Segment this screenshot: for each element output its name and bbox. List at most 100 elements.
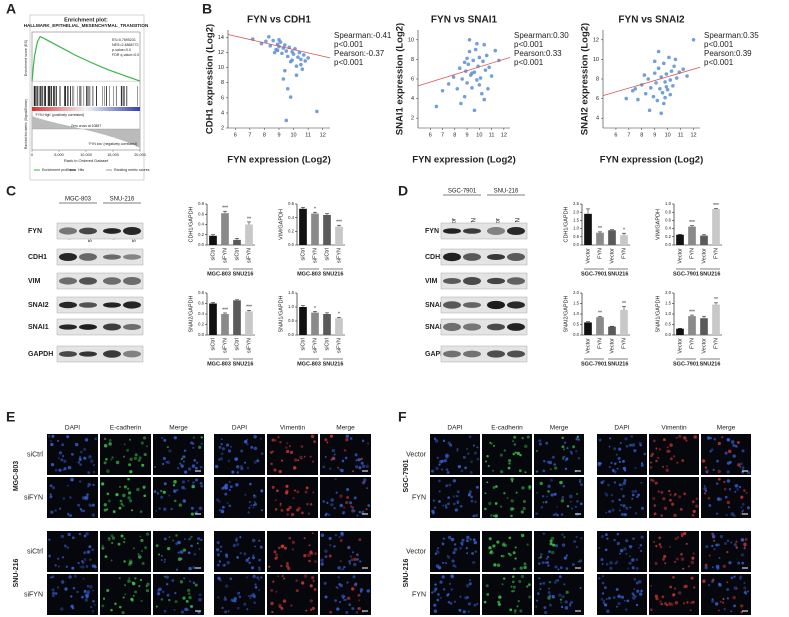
cell-dot [560,513,564,516]
cell-dot [686,601,689,604]
cell-dot [195,478,199,482]
cell-dot [440,468,444,471]
cell-dot [736,441,740,444]
cell-dot [576,435,579,438]
group-label: SNU216 [608,271,629,277]
cell-dot [50,442,54,447]
cell-dot [64,545,67,548]
cell-dot [84,497,89,501]
cell-dot [168,598,171,602]
cell-dot [64,587,68,591]
cell-dot [162,456,166,461]
cell-dot [447,441,451,445]
y-axis-label: VIM/GAPDH [655,209,661,240]
point [283,43,287,47]
cell-dot [90,459,94,463]
cell-dot [462,610,466,614]
cell-dot [175,534,178,537]
cell-dot [466,535,470,540]
cell-dot [330,503,334,507]
cell-dot [216,553,220,557]
band [59,351,77,357]
cell-dot [111,541,114,545]
cell-dot [320,562,324,566]
cell-dot [557,568,560,571]
cell-dot [728,561,732,565]
cell-dot [447,600,451,604]
cell-dot [539,556,542,559]
cell-dot [502,577,506,580]
cell-dot [192,446,195,449]
blot-strip [56,222,144,240]
cell-dot [512,440,515,443]
group-label: SGC-7901 [581,361,607,367]
cell-dot [508,462,511,465]
cell-dot [511,575,515,578]
cell-dot [81,560,84,563]
cell-dot [303,574,308,578]
cell-dot [464,466,468,470]
cell-dot [501,543,505,547]
bar [311,213,319,245]
cell-dot [438,566,442,570]
cell-dot [733,575,736,579]
cell-dot [192,566,196,570]
cell-dot [85,532,89,536]
cell-dot [334,599,337,602]
cell-dot [633,588,636,591]
cell-dot [295,589,299,593]
cell-dot [66,435,70,439]
point [482,42,487,47]
cell-dot [352,470,355,473]
stat-text: Pearson:-0.37 [334,49,385,58]
band [103,323,121,331]
x-tick-label: siCtrl [234,338,240,351]
cell-dot [196,542,199,545]
cell-dot [51,588,55,592]
cell-dot [701,459,706,463]
cell-dot [503,449,507,452]
cell-dot [83,456,87,460]
micrograph [153,477,204,518]
y-axis-label: CDH1/GAPDH [188,206,194,242]
cell-dot [550,493,554,497]
cell-dot [339,494,343,498]
cell-dot [121,504,125,508]
cell-dot [637,493,640,497]
blot-strip [440,248,528,266]
blot-strip [56,345,144,363]
micrograph [597,434,647,475]
micrograph [100,574,151,615]
cell-dot [743,581,746,584]
cell-dot [499,453,503,457]
cell-dot [628,545,633,549]
cell-dot [453,547,458,552]
cell-dot [87,551,90,554]
cell-dot [455,495,458,497]
cell-dot [248,500,252,504]
cell-dot [606,609,610,613]
y-tick-label: 10 [408,37,414,43]
cell-dot [664,562,667,565]
cell-dot [723,487,727,491]
x-tick-label: FYN [689,248,695,259]
cell-dot [199,481,203,485]
cell-dot [173,480,177,484]
cell-dot [63,544,67,547]
cell-dot [285,446,288,449]
cell-dot [741,449,745,453]
cell-dot [365,487,368,490]
bar [209,303,217,335]
cell-dot [640,481,643,484]
cell-dot [569,601,573,605]
cell-dot [345,500,349,505]
cell-dot [163,507,167,512]
cell-dot [301,511,304,515]
cell-dot [673,587,677,590]
cell-dot [260,576,263,579]
bar [245,224,253,245]
micrograph [100,531,151,572]
bar [221,213,229,245]
cell-dot [598,577,601,580]
cell-dot [252,574,256,579]
